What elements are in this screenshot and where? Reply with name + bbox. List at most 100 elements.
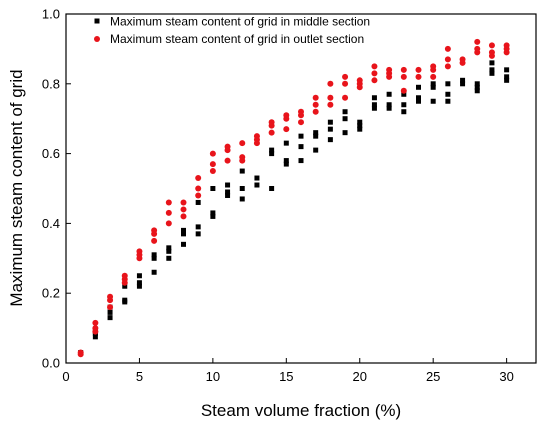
data-point-middle: [357, 126, 363, 132]
data-point-middle: [460, 81, 466, 87]
data-point-middle: [269, 151, 275, 157]
data-point-outlet: [195, 175, 202, 182]
data-point-middle: [430, 84, 436, 90]
data-point-middle: [430, 98, 436, 104]
data-point-middle: [239, 168, 245, 174]
data-point-outlet: [474, 38, 481, 45]
data-point-outlet: [165, 209, 172, 216]
data-point-middle: [342, 130, 348, 136]
data-point-outlet: [327, 101, 334, 108]
data-point-middle: [122, 283, 128, 289]
data-point-outlet: [195, 192, 202, 199]
data-point-outlet: [180, 199, 187, 206]
data-point-middle: [489, 70, 495, 76]
data-point-middle: [239, 196, 245, 202]
legend-marker-middle: [94, 18, 100, 24]
data-points: [77, 38, 510, 358]
data-point-middle: [445, 98, 451, 104]
data-point-outlet: [107, 293, 114, 300]
data-point-middle: [416, 95, 421, 101]
legend-marker-outlet: [94, 36, 100, 42]
data-point-middle: [225, 182, 231, 188]
data-point-middle: [371, 95, 377, 101]
data-point-outlet: [283, 112, 290, 119]
data-point-middle: [225, 192, 231, 198]
data-point-middle: [416, 98, 421, 104]
data-point-outlet: [371, 70, 378, 77]
data-point-middle: [151, 255, 157, 261]
data-point-middle: [298, 144, 304, 150]
data-point-outlet: [488, 42, 495, 49]
data-point-outlet: [268, 129, 275, 136]
data-point-middle: [225, 189, 231, 195]
x-tick-label: 10: [206, 369, 220, 384]
data-point-middle: [430, 81, 436, 87]
data-point-outlet: [107, 304, 114, 311]
data-point-outlet: [444, 56, 451, 63]
data-point-outlet: [459, 56, 466, 63]
data-point-outlet: [312, 94, 319, 101]
data-point-middle: [504, 74, 510, 80]
data-point-middle: [445, 81, 451, 87]
data-point-middle: [151, 269, 157, 275]
data-point-middle: [136, 273, 142, 279]
data-point-middle: [327, 137, 333, 143]
data-point-middle: [195, 199, 201, 205]
data-point-outlet: [239, 154, 246, 161]
data-point-outlet: [327, 80, 334, 87]
data-point-outlet: [209, 150, 216, 157]
x-axis-ticks: 0 5 10 15 20 25 30: [62, 358, 514, 384]
y-axis-ticks: 0.0 0.2 0.4 0.6 0.8 1.0: [42, 7, 71, 371]
data-point-middle: [313, 133, 319, 139]
data-point-outlet: [180, 206, 187, 213]
legend-label-outlet: Maximum steam content of grid in outlet …: [110, 32, 364, 46]
data-point-middle: [195, 231, 201, 237]
data-point-middle: [166, 248, 172, 254]
data-point-outlet: [165, 199, 172, 206]
data-point-outlet: [342, 94, 349, 101]
data-point-middle: [386, 102, 392, 108]
data-point-outlet: [503, 42, 510, 49]
data-point-outlet: [151, 227, 158, 234]
data-point-outlet: [444, 63, 451, 70]
data-point-outlet: [327, 94, 334, 101]
data-point-outlet: [400, 66, 407, 73]
data-point-middle: [371, 105, 377, 111]
data-point-outlet: [474, 45, 481, 52]
data-point-middle: [254, 175, 260, 181]
data-point-middle: [416, 84, 421, 90]
data-point-middle: [254, 182, 260, 188]
y-tick-label: 1.0: [42, 7, 60, 22]
data-point-outlet: [209, 161, 216, 168]
x-tick-label: 0: [62, 369, 69, 384]
data-point-middle: [445, 91, 451, 97]
data-point-outlet: [342, 73, 349, 80]
data-point-outlet: [415, 66, 422, 73]
data-point-middle: [136, 283, 142, 289]
data-point-middle: [327, 119, 333, 125]
data-point-outlet: [180, 213, 187, 220]
data-point-middle: [342, 109, 348, 115]
data-point-outlet: [312, 108, 319, 115]
data-point-outlet: [356, 77, 363, 84]
data-point-middle: [489, 67, 495, 73]
data-point-outlet: [239, 140, 246, 147]
data-point-outlet: [400, 87, 407, 94]
data-point-middle: [371, 102, 377, 108]
data-point-outlet: [136, 248, 143, 255]
data-point-outlet: [298, 119, 304, 126]
data-point-middle: [210, 186, 216, 191]
data-point-middle: [313, 147, 319, 153]
data-point-outlet: [224, 157, 231, 164]
data-point-outlet: [444, 45, 451, 52]
x-tick-label: 5: [136, 369, 143, 384]
x-tick-label: 30: [499, 369, 513, 384]
data-point-middle: [474, 88, 480, 94]
y-axis-title: Maximum steam content of grid: [7, 69, 26, 306]
data-point-middle: [313, 130, 319, 136]
data-point-outlet: [342, 80, 349, 87]
data-point-middle: [181, 231, 186, 237]
data-point-middle: [298, 133, 304, 139]
y-tick-label: 0.8: [42, 76, 60, 91]
data-point-outlet: [488, 49, 495, 56]
